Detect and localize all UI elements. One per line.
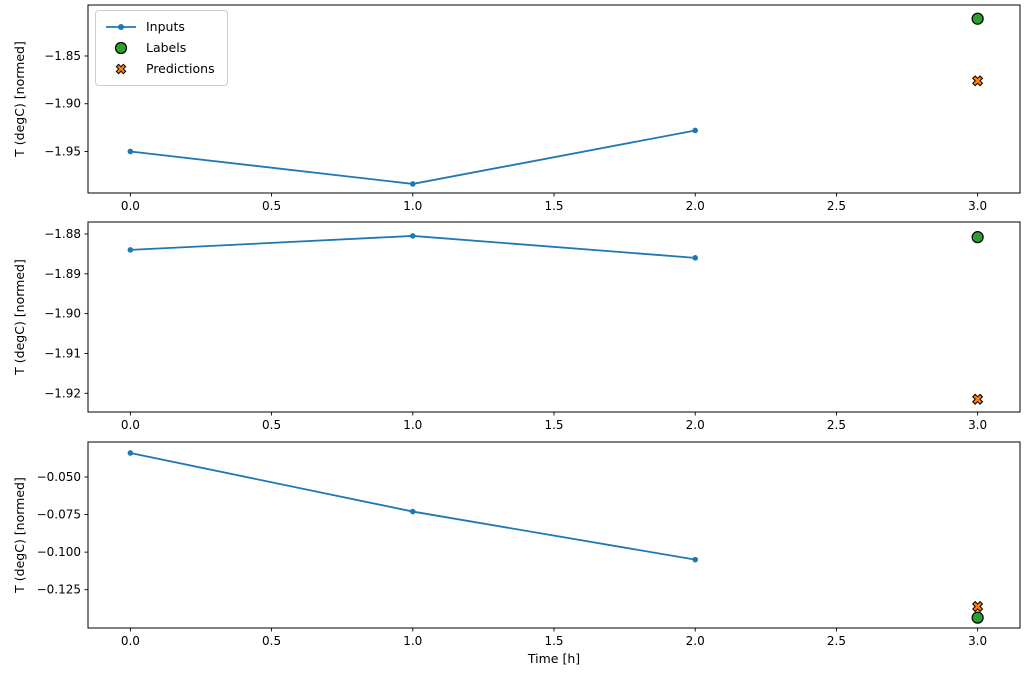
subplot-2: 0.0 0.5 1.0 1.5 2.0 2.5 3.0 −1.88 −1.89 −1.90 −1.9…: [12, 221, 1021, 432]
legend-item-inputs: Inputs: [105, 17, 215, 37]
plot-frame: [87, 4, 1021, 194]
y-tick-label: −0.050: [37, 470, 81, 484]
x-axis-label: Time [h]: [527, 651, 580, 666]
x-tick-label: 1.5: [544, 634, 563, 648]
x-tick-label: 2.0: [686, 199, 705, 213]
inputs-point-marker: [692, 127, 699, 134]
x-tick-label: 0.5: [262, 418, 281, 432]
predictions-point-marker: [972, 75, 984, 87]
legend-label-labels: Labels: [146, 40, 187, 55]
plot-frame: [87, 221, 1021, 413]
x-tick-label: 0.0: [121, 634, 140, 648]
y-tick-label: −1.95: [44, 144, 81, 158]
y-tick-label: −0.125: [37, 583, 81, 597]
x-tick-label: 2.5: [827, 418, 846, 432]
y-tick-label: −1.91: [44, 346, 81, 360]
subplot-1: 0.0 0.5 1.0 1.5 2.0 2.5 3.0 −1.85 −1.90 −1.95 T (d…: [12, 4, 1021, 213]
x-tick-label: 2.0: [686, 634, 705, 648]
x-tick-label: 0.5: [262, 634, 281, 648]
y-tick-label: −1.90: [44, 307, 81, 321]
x-tick-label: 1.5: [544, 199, 563, 213]
y-tick-label: −1.90: [44, 97, 81, 111]
inputs-point-marker: [409, 233, 416, 239]
x-tick-label: 2.5: [827, 199, 846, 213]
labels-point-marker: [971, 12, 984, 25]
inputs-point-marker: [692, 255, 699, 261]
x-tick-label: 1.0: [403, 634, 422, 648]
x-tick-label: 2.5: [827, 634, 846, 648]
x-marker-icon: [105, 61, 137, 77]
legend-label-predictions: Predictions: [146, 61, 215, 76]
legend-label-inputs: Inputs: [146, 19, 185, 34]
x-tick-label: 3.0: [968, 199, 987, 213]
y-tick-label: −1.92: [44, 386, 81, 400]
inputs-point-marker: [409, 181, 416, 187]
x-tick-label: 1.0: [403, 418, 422, 432]
legend-item-labels: Labels: [105, 38, 215, 58]
inputs-point-marker: [409, 508, 416, 515]
inputs-point-marker: [692, 556, 699, 563]
inputs-point-marker: [127, 148, 134, 155]
y-axis-label: T (degC) [normed]: [12, 41, 27, 158]
y-tick-label: −1.89: [44, 267, 81, 281]
y-tick-label: −1.85: [44, 49, 81, 63]
inputs-point-marker: [127, 450, 134, 456]
y-axis-label: T (degC) [normed]: [12, 477, 27, 594]
x-tick-label: 3.0: [968, 418, 987, 432]
labels-point-marker: [971, 611, 984, 624]
y-axis-label: T (degC) [normed]: [12, 259, 27, 376]
x-tick-label: 0.0: [121, 199, 140, 213]
inputs-point-marker: [127, 247, 134, 253]
legend-item-predictions: Predictions: [105, 59, 215, 79]
line-dot-marker-icon: [105, 19, 137, 35]
y-tick-label: −0.100: [37, 545, 81, 559]
labels-point-marker: [971, 231, 984, 244]
subplot-3: 0.0 0.5 1.0 1.5 2.0 2.5 3.0 −0.050 −0.075 −0.100 −…: [12, 441, 1021, 666]
y-tick-label: −1.88: [44, 227, 81, 241]
x-tick-label: 0.0: [121, 418, 140, 432]
x-tick-label: 2.0: [686, 418, 705, 432]
x-tick-label: 0.5: [262, 199, 281, 213]
y-tick-label: −0.075: [37, 508, 81, 522]
circle-marker-icon: [105, 40, 137, 56]
x-tick-label: 1.0: [403, 199, 422, 213]
predictions-point-marker: [972, 600, 984, 613]
x-tick-label: 1.5: [544, 418, 563, 432]
predictions-point-marker: [972, 393, 984, 405]
legend: Inputs Labels Predictions: [95, 10, 228, 86]
x-tick-label: 3.0: [968, 634, 987, 648]
